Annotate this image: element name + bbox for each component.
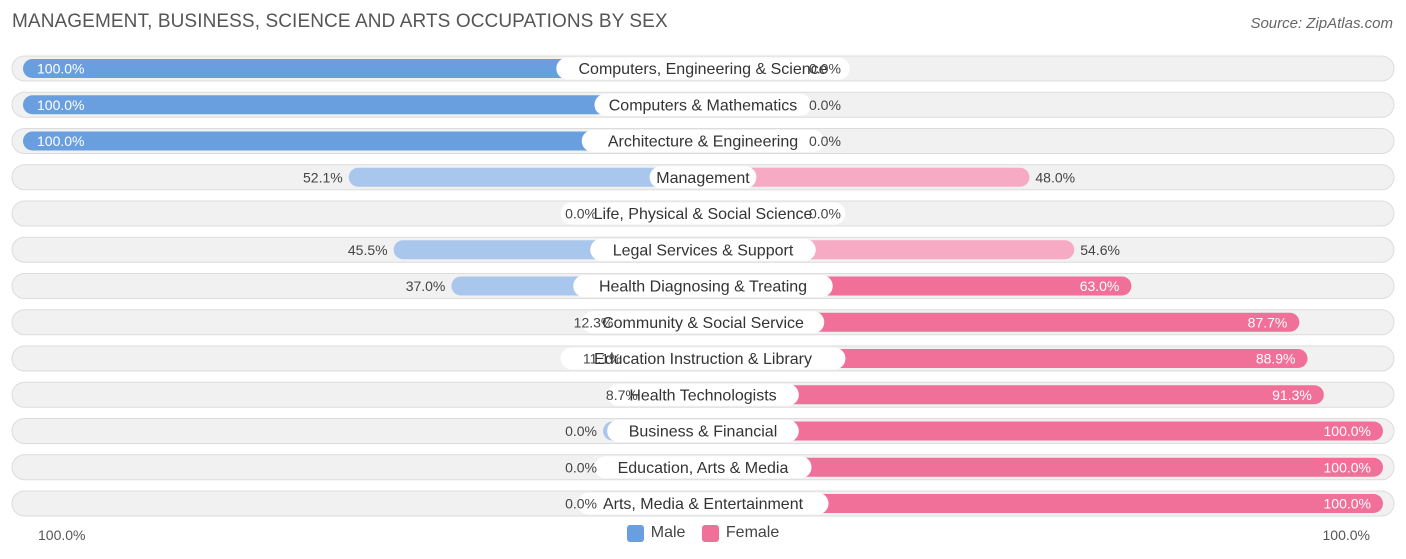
value-label-male: 0.0% bbox=[565, 206, 597, 222]
value-label-female: 87.7% bbox=[1248, 314, 1288, 330]
bar-male bbox=[23, 131, 703, 151]
value-label-male: 100.0% bbox=[37, 97, 84, 113]
category-label-bg bbox=[560, 347, 846, 370]
legend-swatch-male bbox=[626, 524, 644, 542]
category-label: Legal Services & Support bbox=[613, 242, 794, 259]
category-label-bg bbox=[577, 492, 829, 515]
bar-female bbox=[703, 494, 1383, 513]
value-label-female: 100.0% bbox=[1324, 459, 1371, 475]
category-label: Management bbox=[656, 170, 750, 187]
value-label-male: 0.0% bbox=[565, 459, 597, 475]
category-label: Computers, Engineering & Science bbox=[578, 61, 827, 78]
bar-female bbox=[703, 167, 1030, 187]
value-label-male: 12.3% bbox=[574, 314, 614, 330]
category-label-bg bbox=[607, 420, 799, 442]
value-label-male: 37.0% bbox=[406, 278, 446, 294]
bar-female bbox=[703, 421, 1383, 441]
value-label-male: 100.0% bbox=[37, 61, 84, 77]
category-label-bg bbox=[594, 93, 812, 116]
category-label-bg bbox=[560, 202, 846, 225]
category-label: Architecture & Engineering bbox=[608, 134, 798, 151]
value-label-male: 52.1% bbox=[303, 169, 343, 185]
value-label-female: 91.3% bbox=[1272, 387, 1312, 403]
bar-female bbox=[703, 312, 1300, 332]
value-label-female: 0.0% bbox=[809, 206, 841, 222]
category-label-bg bbox=[649, 166, 757, 189]
legend-item-male: Male bbox=[626, 524, 686, 542]
value-label-female: 63.0% bbox=[1080, 278, 1120, 294]
value-label-female: 0.0% bbox=[809, 61, 841, 77]
category-label: Education Instruction & Library bbox=[594, 351, 812, 368]
bar-female bbox=[703, 457, 1383, 477]
category-label: Health Technologists bbox=[629, 387, 776, 404]
value-label-female: 88.9% bbox=[1256, 351, 1296, 367]
bar-male bbox=[348, 167, 703, 187]
category-label-bg bbox=[581, 130, 825, 152]
value-label-male: 100.0% bbox=[37, 133, 84, 149]
bar-male bbox=[23, 95, 703, 115]
axis-right-label: 100.0% bbox=[1322, 527, 1370, 543]
legend: Male Female bbox=[0, 524, 1406, 547]
category-label: Business & Financial bbox=[629, 424, 778, 441]
value-label-male: 11.1% bbox=[583, 351, 622, 367]
legend-swatch-female bbox=[701, 524, 719, 542]
value-label-male: 0.0% bbox=[565, 496, 597, 512]
bar-female bbox=[703, 385, 1324, 405]
category-label-bg bbox=[590, 238, 816, 261]
legend-label-male: Male bbox=[650, 524, 686, 541]
category-label: Computers & Mathematics bbox=[609, 97, 798, 114]
diverging-bar-chart: Computers, Engineering & Science 100.0% 0.… bbox=[11, 55, 1395, 517]
value-label-female: 54.6% bbox=[1080, 242, 1120, 258]
category-label-bg bbox=[556, 57, 850, 80]
category-label: Health Diagnosing & Treating bbox=[599, 279, 807, 296]
legend-item-female: Female bbox=[701, 524, 780, 542]
category-label: Arts, Media & Entertainment bbox=[603, 496, 804, 513]
category-label: Life, Physical & Social Science bbox=[594, 206, 813, 223]
category-label: Community & Social Service bbox=[602, 315, 804, 332]
legend-label-female: Female bbox=[725, 524, 780, 541]
category-label: Education, Arts & Media bbox=[618, 460, 789, 477]
source-label: Source: ZipAtlas.com bbox=[1250, 15, 1393, 32]
value-label-female: 48.0% bbox=[1035, 169, 1075, 185]
value-label-male: 8.7% bbox=[606, 387, 638, 403]
category-label-bg bbox=[607, 383, 799, 406]
bar-male bbox=[23, 59, 703, 78]
value-label-male: 45.5% bbox=[348, 242, 388, 258]
value-label-male: 0.0% bbox=[565, 423, 597, 439]
value-label-female: 0.0% bbox=[809, 133, 841, 149]
axis-left-label: 100.0% bbox=[38, 527, 86, 543]
category-label-bg bbox=[594, 456, 812, 479]
chart-title: MANAGEMENT, BUSINESS, SCIENCE AND ARTS O… bbox=[12, 11, 668, 32]
value-label-female: 100.0% bbox=[1324, 423, 1371, 439]
value-label-female: 0.0% bbox=[809, 97, 841, 113]
bar-female bbox=[703, 349, 1308, 368]
category-label-bg bbox=[573, 275, 833, 297]
value-label-female: 100.0% bbox=[1324, 496, 1371, 512]
category-label-bg bbox=[581, 311, 825, 334]
